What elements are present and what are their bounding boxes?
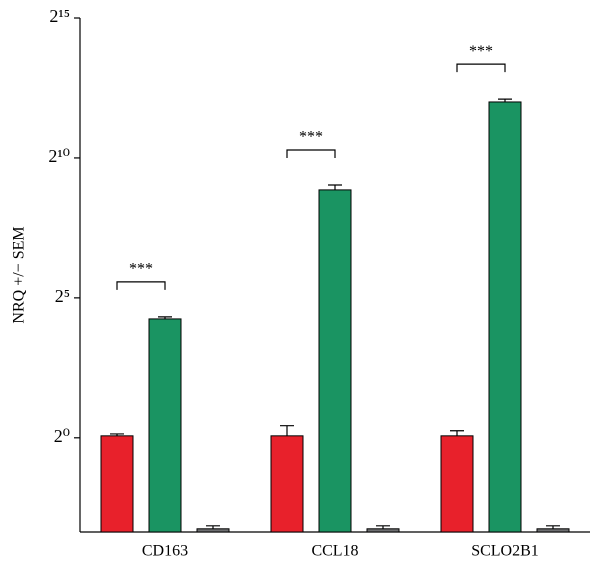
bar bbox=[196, 528, 230, 533]
error-bar bbox=[328, 184, 342, 190]
significance-bracket bbox=[116, 281, 166, 290]
bar bbox=[318, 189, 352, 533]
bar bbox=[488, 101, 522, 533]
bar bbox=[100, 435, 134, 533]
x-tick-label: SCLO2B1 bbox=[471, 543, 539, 560]
y-tick-label: 2¹⁰ bbox=[48, 146, 70, 166]
y-axis-label: NRQ +/− SEM bbox=[11, 226, 28, 323]
significance-bracket bbox=[286, 149, 336, 158]
bar bbox=[440, 435, 474, 533]
error-bar bbox=[280, 425, 294, 436]
annotation: *** bbox=[129, 261, 153, 278]
significance-bracket bbox=[456, 63, 506, 73]
annotation: *** bbox=[299, 129, 323, 146]
annotation: *** bbox=[469, 43, 493, 60]
y-tick-label: 2¹⁵ bbox=[49, 6, 70, 26]
y-tick-label: 2⁰ bbox=[54, 426, 70, 446]
bar bbox=[366, 528, 400, 533]
bar bbox=[536, 528, 570, 533]
x-tick-label: CCL18 bbox=[311, 543, 358, 560]
error-bar bbox=[450, 430, 464, 436]
bar bbox=[148, 318, 182, 533]
y-tick-label: 2⁵ bbox=[55, 286, 70, 306]
bar bbox=[270, 435, 304, 533]
x-tick-label: CD163 bbox=[142, 543, 188, 560]
